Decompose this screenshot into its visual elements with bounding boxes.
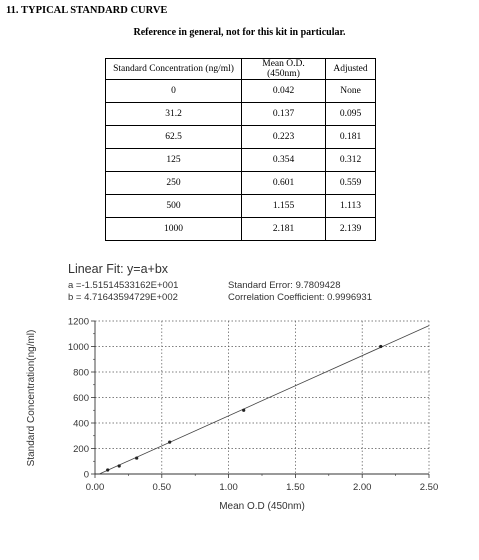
table-row: 1000 2.181 2.139 [105, 217, 376, 241]
fit-line-group [99, 325, 430, 475]
grid [95, 320, 430, 474]
header-mean-od: Mean O.D.(450nm) [241, 58, 326, 80]
y-tick-label: 1000 [68, 342, 89, 353]
y-tick-label: 1200 [68, 317, 89, 328]
table-header-row: Standard Concentration (ng/ml) Mean O.D.… [105, 58, 376, 80]
table-row: 0 0.042 None [105, 79, 376, 103]
cell-adjusted: 0.559 [325, 171, 376, 195]
cell-adjusted: None [325, 79, 376, 103]
table-row: 250 0.601 0.559 [105, 171, 376, 195]
x-tick-label: 2.50 [420, 482, 439, 493]
cell-adjusted: 0.181 [325, 125, 376, 149]
cell-concentration: 62.5 [105, 125, 242, 149]
cell-concentration: 500 [105, 194, 242, 218]
axes [91, 320, 430, 478]
data-point [168, 440, 172, 444]
cell-adjusted: 0.095 [325, 102, 376, 126]
cell-mean-od: 0.042 [241, 79, 326, 103]
y-tick-label: 600 [73, 393, 89, 404]
fit-title: Linear Fit: y=a+bx [68, 262, 169, 276]
cell-mean-od: 1.155 [241, 194, 326, 218]
y-tick-label: 400 [73, 419, 89, 430]
cell-mean-od: 0.354 [241, 148, 326, 172]
y-axis-label: Standard Concentration(ng/ml) [26, 330, 37, 467]
header-concentration: Standard Concentration (ng/ml) [105, 58, 242, 80]
data-point [379, 344, 383, 349]
table-row: 62.5 0.223 0.181 [105, 125, 376, 149]
cell-concentration: 1000 [105, 217, 242, 241]
table-row: 31.2 0.137 0.095 [105, 102, 376, 126]
cell-mean-od: 0.137 [241, 102, 326, 126]
data-point [135, 456, 139, 460]
cell-concentration: 125 [105, 148, 242, 172]
tick-labels: 0 200 400 600 800 1000 1200 0.00 0.50 1.00 1.50 2.0… [68, 317, 438, 494]
x-tick-label: 2.00 [353, 482, 372, 493]
x-axis-label: Mean O.D (450nm) [219, 501, 305, 512]
correlation-coefficient: Correlation Coefficient: 0.9996931 [228, 292, 373, 303]
standard-error: Standard Error: 9.7809428 [228, 280, 341, 291]
cell-adjusted: 2.139 [325, 217, 376, 241]
data-point [117, 464, 121, 468]
data-point [106, 468, 110, 472]
section-heading: 11. TYPICAL STANDARD CURVE [6, 5, 168, 16]
x-tick-label: 1.50 [286, 482, 305, 493]
y-tick-label: 0 [84, 470, 89, 481]
x-tick-label: 0.50 [153, 482, 172, 493]
header-adjusted: Adjusted [325, 58, 376, 80]
cell-concentration: 0 [105, 79, 242, 103]
cell-mean-od: 0.601 [241, 171, 326, 195]
standard-table: Standard Concentration (ng/ml) Mean O.D.… [105, 58, 376, 241]
coefficient-b: b = 4.71643594729E+002 [68, 292, 178, 303]
standard-curve-chart: 0 200 400 600 800 1000 1200 0.00 0.50 1.00 1.50 2.0… [26, 317, 438, 513]
fit-line [99, 325, 430, 475]
x-tick-label: 0.00 [86, 482, 105, 493]
cell-adjusted: 1.113 [325, 194, 376, 218]
x-tick-label: 1.00 [219, 482, 238, 493]
table-row: 500 1.155 1.113 [105, 194, 376, 218]
data-point [242, 408, 246, 412]
y-tick-label: 800 [73, 368, 89, 379]
cell-adjusted: 0.312 [325, 148, 376, 172]
reference-note: Reference in general, not for this kit i… [133, 27, 346, 38]
data-points [106, 344, 383, 472]
cell-concentration: 250 [105, 171, 242, 195]
cell-mean-od: 2.181 [241, 217, 326, 241]
table-row: 125 0.354 0.312 [105, 148, 376, 172]
coefficient-a: a =-1.51514533162E+001 [68, 280, 179, 291]
y-tick-label: 200 [73, 444, 89, 455]
cell-concentration: 31.2 [105, 102, 242, 126]
cell-mean-od: 0.223 [241, 125, 326, 149]
